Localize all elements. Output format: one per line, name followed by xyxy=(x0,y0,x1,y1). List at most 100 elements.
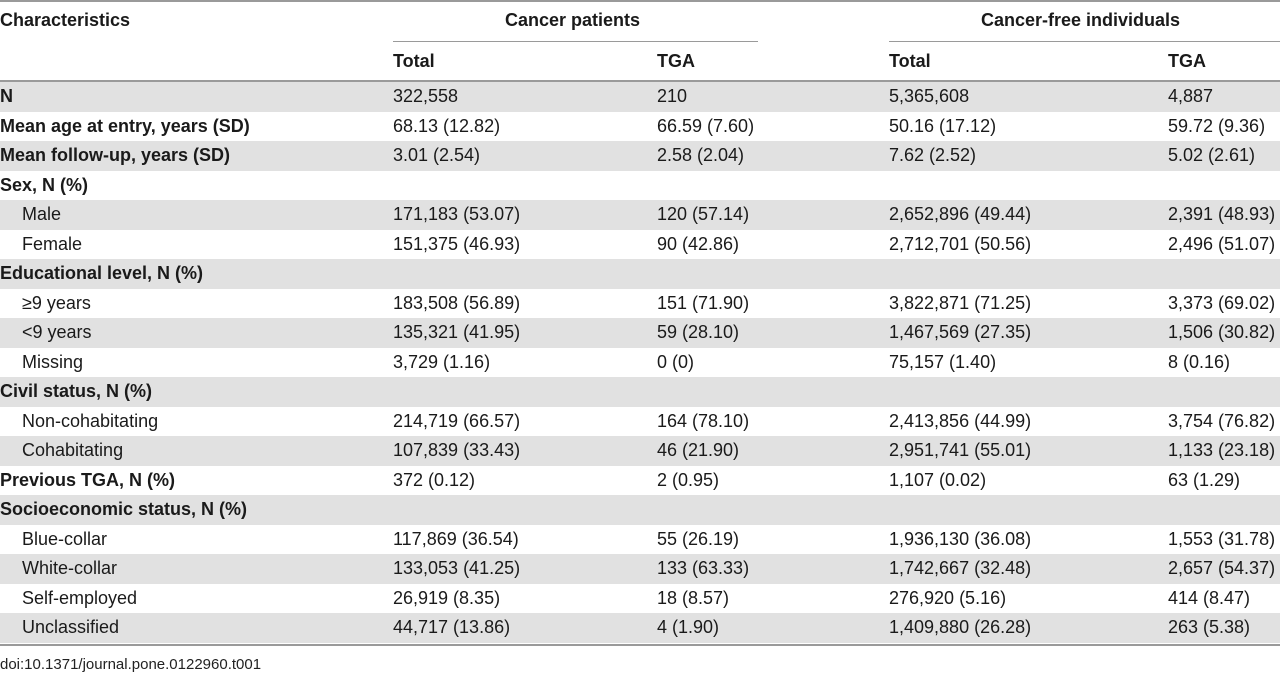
cancer-patients-tga-cell: 151 (71.90) xyxy=(657,292,750,313)
table-row: ≥9 years 183,508 (56.89) 151 (71.90) 3,822,… xyxy=(0,289,1280,319)
cancer-free-total-cell: 1,742,667 (32.48) xyxy=(889,558,1032,578)
row-label: Unclassified xyxy=(22,617,120,637)
cancer-free-total-cell: 2,413,856 (44.99) xyxy=(889,410,1032,431)
cancer-patients-total-cell: 107,839 (33.43) xyxy=(393,440,521,460)
row-label: Blue-collar xyxy=(22,528,108,549)
header-tga-cancer-free: TGA xyxy=(1168,51,1206,71)
cancer-free-total-cell: 2,652,896 (49.44) xyxy=(889,204,1032,224)
table-body: N 322,558 210 5,365,608 4,887 Mean age at ent… xyxy=(0,82,1280,643)
table-row: Educational level, N (%) xyxy=(0,259,1280,289)
table-row: Male 171,183 (53.07) 120 (57.14) 2,652,896 … xyxy=(0,200,1280,230)
row-label: Mean follow-up, years (SD) xyxy=(0,145,231,165)
cancer-patients-total-cell: 44,717 (13.86) xyxy=(393,617,511,637)
cancer-free-tga-cell: 263 (5.38) xyxy=(1168,617,1251,637)
table-row: Missing 3,729 (1.16) 0 (0) 75,157 (1.40) 8 (… xyxy=(0,348,1280,378)
cancer-free-total-cell: 1,409,880 (26.28) xyxy=(889,617,1032,637)
row-label: Male xyxy=(22,204,62,224)
cancer-free-total-cell: 50.16 (17.12) xyxy=(889,115,997,136)
row-label: Cohabitating xyxy=(22,440,124,460)
cancer-patients-tga-cell: 4 (1.90) xyxy=(657,617,720,637)
row-label: White-collar xyxy=(22,558,118,578)
cancer-free-tga-cell: 2,391 (48.93) xyxy=(1168,204,1276,224)
cancer-patients-tga-cell: 46 (21.90) xyxy=(657,440,740,460)
cancer-patients-tga-cell: 59 (28.10) xyxy=(657,322,740,342)
cancer-patients-tga-cell: 164 (78.10) xyxy=(657,410,750,431)
cancer-free-tga-cell: 1,133 (23.18) xyxy=(1168,440,1276,460)
cancer-free-total-cell: 276,920 (5.16) xyxy=(889,587,1007,608)
cancer-patients-total-cell: 135,321 (41.95) xyxy=(393,322,521,342)
cancer-patients-tga-cell: 18 (8.57) xyxy=(657,587,730,608)
cancer-patients-total-cell: 3.01 (2.54) xyxy=(393,145,481,165)
doi-footnote: doi:10.1371/journal.pone.0122960.t001 xyxy=(0,656,262,673)
cancer-patients-tga-cell: 0 (0) xyxy=(657,351,695,372)
row-label: Sex, N (%) xyxy=(0,174,89,195)
cancer-patients-tga-cell: 133 (63.33) xyxy=(657,558,750,578)
cancer-free-tga-cell: 2,657 (54.37) xyxy=(1168,558,1276,578)
cancer-patients-tga-cell: 55 (26.19) xyxy=(657,528,740,549)
table-row: Blue-collar 117,869 (36.54) 55 (26.19) 1,93… xyxy=(0,525,1280,555)
cancer-patients-total-cell: 3,729 (1.16) xyxy=(393,351,491,372)
table-top-rule xyxy=(0,0,1280,2)
cancer-free-total-cell: 5,365,608 xyxy=(889,86,970,106)
row-label: Socioeconomic status, N (%) xyxy=(0,499,248,519)
cancer-free-total-cell: 2,712,701 (50.56) xyxy=(889,233,1032,254)
table-row: Previous TGA, N (%) 372 (0.12) 2 (0.95) 1,1… xyxy=(0,466,1280,496)
cancer-free-total-cell: 75,157 (1.40) xyxy=(889,351,997,372)
cancer-free-tga-cell: 1,553 (31.78) xyxy=(1168,528,1276,549)
table-bottom-rule xyxy=(0,644,1280,646)
table-row: White-collar 133,053 (41.25) 133 (63.33) 1,… xyxy=(0,554,1280,584)
row-label: Non-cohabitating xyxy=(22,410,159,431)
row-label: Missing xyxy=(22,351,84,372)
cancer-free-total-cell: 3,822,871 (71.25) xyxy=(889,292,1032,313)
cancer-free-tga-cell: 63 (1.29) xyxy=(1168,469,1241,490)
cancer-free-total-cell: 1,467,569 (27.35) xyxy=(889,322,1032,342)
cancer-patients-total-cell: 214,719 (66.57) xyxy=(393,410,521,431)
row-label: ≥9 years xyxy=(22,292,91,313)
cancer-patients-total-cell: 322,558 xyxy=(393,86,459,106)
cancer-free-total-cell: 2,951,741 (55.01) xyxy=(889,440,1032,460)
table-row: Non-cohabitating 214,719 (66.57) 164 (78.1… xyxy=(0,407,1280,437)
cancer-free-tga-cell: 5.02 (2.61) xyxy=(1168,145,1256,165)
cancer-free-tga-cell: 2,496 (51.07) xyxy=(1168,233,1276,254)
cancer-patients-tga-cell: 2 (0.95) xyxy=(657,469,720,490)
cancer-free-tga-cell: 59.72 (9.36) xyxy=(1168,115,1266,136)
header-cancer-patients: Cancer patients xyxy=(505,10,641,30)
row-label: Mean age at entry, years (SD) xyxy=(0,115,250,136)
cancer-free-total-cell: 1,107 (0.02) xyxy=(889,469,987,490)
cancer-free-tga-cell: 4,887 xyxy=(1168,86,1214,106)
cancer-free-tga-cell: 8 (0.16) xyxy=(1168,351,1231,372)
cancer-patients-total-cell: 171,183 (53.07) xyxy=(393,204,521,224)
cancer-patients-total-cell: 26,919 (8.35) xyxy=(393,587,501,608)
table-row: Unclassified 44,717 (13.86) 4 (1.90) 1,409,… xyxy=(0,613,1280,643)
header-characteristics: Characteristics xyxy=(0,10,131,30)
cancer-free-total-cell: 1,936,130 (36.08) xyxy=(889,528,1032,549)
table-row: Sex, N (%) xyxy=(0,171,1280,201)
cancer-patients-tga-cell: 120 (57.14) xyxy=(657,204,750,224)
header-bottom-rule xyxy=(0,80,1280,82)
table-row: <9 years 135,321 (41.95) 59 (28.10) 1,467,5… xyxy=(0,318,1280,348)
cancer-patients-tga-cell: 210 xyxy=(657,86,688,106)
row-label: <9 years xyxy=(22,322,92,342)
header-total-cancer-free: Total xyxy=(889,51,931,71)
row-label: Civil status, N (%) xyxy=(0,381,153,401)
table-row: Civil status, N (%) xyxy=(0,377,1280,407)
table-row: Socioeconomic status, N (%) xyxy=(0,495,1280,525)
row-label: Self-employed xyxy=(22,587,138,608)
cancer-patients-total-cell: 151,375 (46.93) xyxy=(393,233,521,254)
cancer-free-tga-cell: 1,506 (30.82) xyxy=(1168,322,1276,342)
cancer-free-total-cell: 7.62 (2.52) xyxy=(889,145,977,165)
cancer-free-tga-cell: 3,373 (69.02) xyxy=(1168,292,1276,313)
group-rule-cancer-free xyxy=(889,41,1280,42)
cancer-patients-total-cell: 183,508 (56.89) xyxy=(393,292,521,313)
row-label: Previous TGA, N (%) xyxy=(0,469,176,490)
table-row: N 322,558 210 5,365,608 4,887 xyxy=(0,82,1280,112)
cancer-patients-tga-cell: 2.58 (2.04) xyxy=(657,145,745,165)
cancer-free-tga-cell: 3,754 (76.82) xyxy=(1168,410,1276,431)
row-label: N xyxy=(0,86,13,106)
row-label: Educational level, N (%) xyxy=(0,263,204,283)
table-row: Cohabitating 107,839 (33.43) 46 (21.90) 2,9… xyxy=(0,436,1280,466)
table-row: Mean age at entry, years (SD) 68.13 (12.8… xyxy=(0,112,1280,142)
header-tga-cancer-patients: TGA xyxy=(657,51,695,71)
header-total-cancer-patients: Total xyxy=(393,51,435,71)
cancer-patients-total-cell: 372 (0.12) xyxy=(393,469,476,490)
